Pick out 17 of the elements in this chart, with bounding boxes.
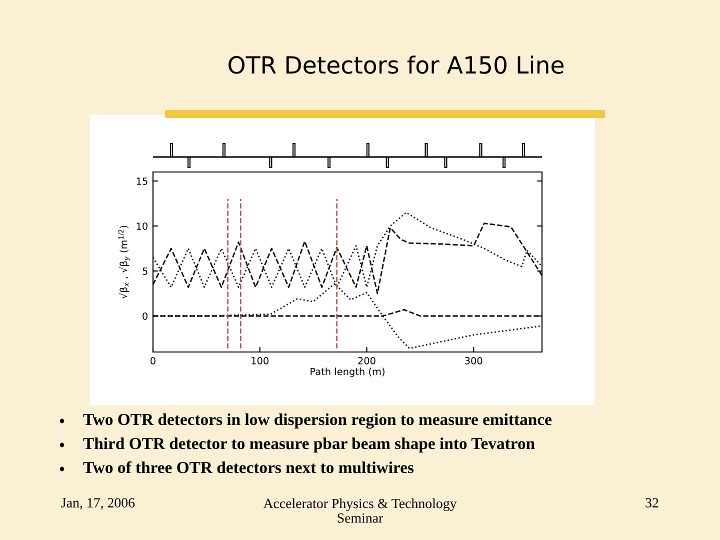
text: Jan, 17, 2006 (61, 498, 135, 510)
x-tick-label: 100 (252, 357, 268, 364)
text: Accelerator Physics & Technology Seminar (263, 498, 457, 523)
y-tick-label: 5 (142, 268, 148, 275)
y-tick-label: 0 (142, 312, 148, 320)
x-tick-label: 200 (358, 357, 376, 364)
text: Two of three OTR detectors next to multiwires (83, 461, 414, 474)
text: 32 (646, 498, 658, 508)
y-tick-label: 10 (136, 222, 148, 230)
y-axis-title: √β$_{x}$ , √β$_{y}$ (m$^{1/2}$) (118, 226, 130, 299)
x-tick-label: 0 (150, 357, 156, 364)
x-tick-label: 300 (465, 357, 482, 364)
text: Two OTR detectors in low dispersion region to measure emittance (83, 413, 552, 429)
y-tick-label: 15 (136, 178, 148, 185)
text: Third OTR detector to measure pbar beam shape into Tevatron (83, 437, 535, 453)
x-axis-title: Path length (m) (310, 368, 384, 378)
chart-title: OTR Detectors for A150 Line (228, 56, 564, 74)
